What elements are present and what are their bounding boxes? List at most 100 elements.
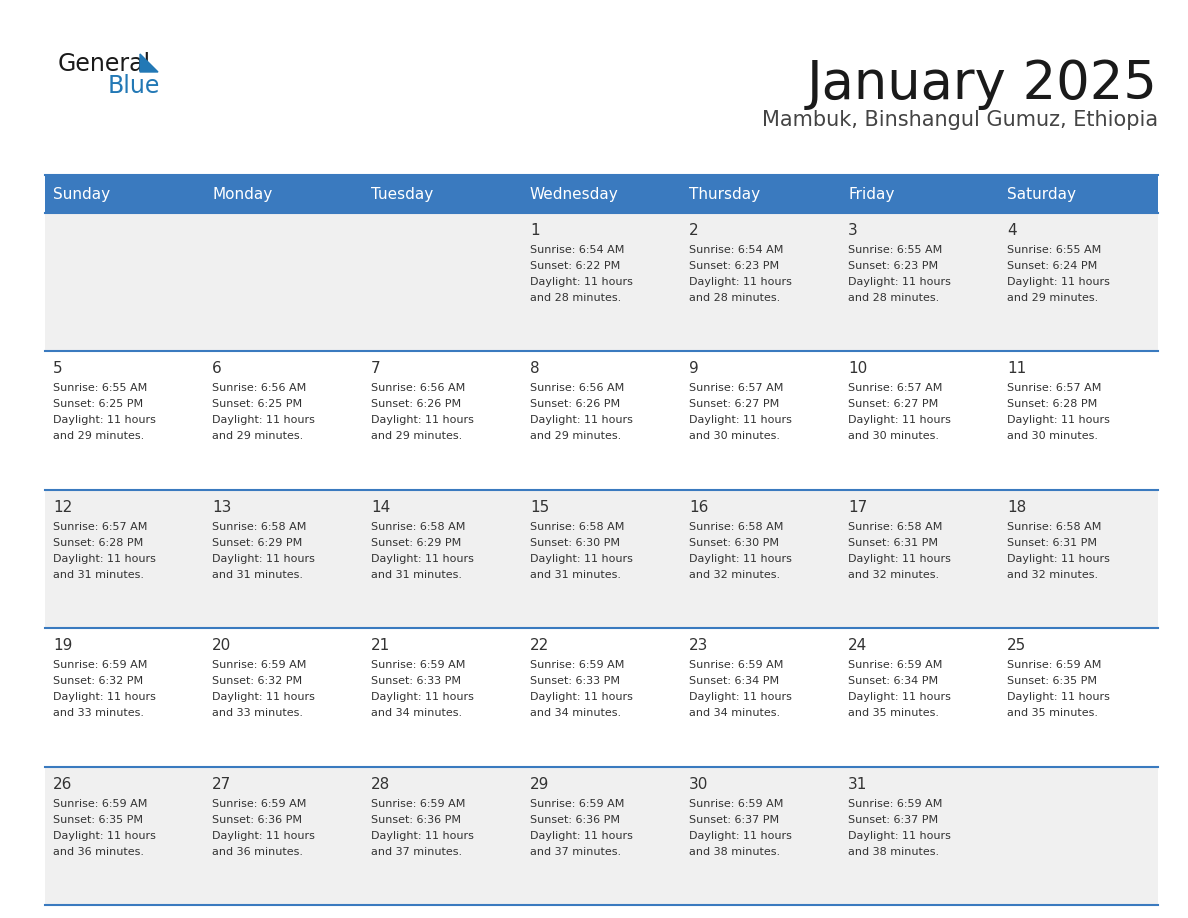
Text: Tuesday: Tuesday (371, 186, 434, 201)
Text: Sunrise: 6:59 AM: Sunrise: 6:59 AM (53, 799, 147, 809)
Text: and 30 minutes.: and 30 minutes. (689, 431, 781, 442)
Text: Sunset: 6:23 PM: Sunset: 6:23 PM (848, 261, 939, 271)
Text: and 36 minutes.: and 36 minutes. (53, 846, 144, 856)
Text: Sunset: 6:27 PM: Sunset: 6:27 PM (689, 399, 779, 409)
Bar (522, 175, 681, 213)
Text: Sunset: 6:30 PM: Sunset: 6:30 PM (530, 538, 620, 548)
Text: and 31 minutes.: and 31 minutes. (530, 570, 621, 580)
Text: Sunset: 6:29 PM: Sunset: 6:29 PM (371, 538, 461, 548)
Text: Sunset: 6:29 PM: Sunset: 6:29 PM (211, 538, 302, 548)
Text: 31: 31 (848, 777, 867, 791)
Text: Daylight: 11 hours: Daylight: 11 hours (371, 692, 474, 702)
Text: Sunrise: 6:55 AM: Sunrise: 6:55 AM (53, 384, 147, 394)
Text: Sunrise: 6:55 AM: Sunrise: 6:55 AM (1007, 245, 1101, 255)
Text: 4: 4 (1007, 223, 1017, 238)
Text: 9: 9 (689, 362, 699, 376)
Text: and 35 minutes.: and 35 minutes. (848, 708, 939, 718)
Text: 18: 18 (1007, 499, 1026, 515)
Text: Daylight: 11 hours: Daylight: 11 hours (848, 831, 950, 841)
Text: Sunrise: 6:59 AM: Sunrise: 6:59 AM (530, 799, 625, 809)
Bar (681, 175, 840, 213)
Text: 14: 14 (371, 499, 390, 515)
Text: Sunset: 6:36 PM: Sunset: 6:36 PM (371, 814, 461, 824)
Text: Mambuk, Binshangul Gumuz, Ethiopia: Mambuk, Binshangul Gumuz, Ethiopia (762, 110, 1158, 130)
Text: 23: 23 (689, 638, 708, 654)
Text: and 34 minutes.: and 34 minutes. (371, 708, 462, 718)
Text: Daylight: 11 hours: Daylight: 11 hours (530, 831, 633, 841)
Text: Saturday: Saturday (1007, 186, 1076, 201)
Text: 12: 12 (53, 499, 72, 515)
Text: Daylight: 11 hours: Daylight: 11 hours (1007, 692, 1110, 702)
Text: January 2025: January 2025 (807, 58, 1158, 110)
Text: 29: 29 (530, 777, 549, 791)
Text: 13: 13 (211, 499, 232, 515)
Text: 20: 20 (211, 638, 232, 654)
Text: 2: 2 (689, 223, 699, 238)
Text: Sunset: 6:34 PM: Sunset: 6:34 PM (689, 677, 779, 686)
Text: General: General (58, 52, 151, 76)
Text: Sunset: 6:35 PM: Sunset: 6:35 PM (53, 814, 143, 824)
Text: Sunrise: 6:58 AM: Sunrise: 6:58 AM (1007, 521, 1101, 532)
Text: Sunset: 6:32 PM: Sunset: 6:32 PM (211, 677, 302, 686)
Text: Daylight: 11 hours: Daylight: 11 hours (371, 831, 474, 841)
Text: Daylight: 11 hours: Daylight: 11 hours (371, 416, 474, 425)
Text: Sunset: 6:24 PM: Sunset: 6:24 PM (1007, 261, 1098, 271)
Text: Sunset: 6:23 PM: Sunset: 6:23 PM (689, 261, 779, 271)
Text: and 29 minutes.: and 29 minutes. (530, 431, 621, 442)
Text: 30: 30 (689, 777, 708, 791)
Text: Sunset: 6:22 PM: Sunset: 6:22 PM (530, 261, 620, 271)
Text: and 32 minutes.: and 32 minutes. (848, 570, 940, 580)
Text: and 29 minutes.: and 29 minutes. (1007, 293, 1098, 303)
Text: Daylight: 11 hours: Daylight: 11 hours (689, 416, 792, 425)
Text: Daylight: 11 hours: Daylight: 11 hours (53, 554, 156, 564)
Text: Daylight: 11 hours: Daylight: 11 hours (848, 277, 950, 287)
Text: and 29 minutes.: and 29 minutes. (211, 431, 303, 442)
Text: Daylight: 11 hours: Daylight: 11 hours (689, 692, 792, 702)
Text: Sunrise: 6:58 AM: Sunrise: 6:58 AM (689, 521, 783, 532)
Text: Daylight: 11 hours: Daylight: 11 hours (211, 554, 315, 564)
Text: Daylight: 11 hours: Daylight: 11 hours (211, 416, 315, 425)
Text: 19: 19 (53, 638, 72, 654)
Text: Daylight: 11 hours: Daylight: 11 hours (371, 554, 474, 564)
Text: 8: 8 (530, 362, 539, 376)
Text: and 34 minutes.: and 34 minutes. (689, 708, 781, 718)
Text: Sunrise: 6:59 AM: Sunrise: 6:59 AM (848, 799, 942, 809)
Text: and 34 minutes.: and 34 minutes. (530, 708, 621, 718)
Text: Daylight: 11 hours: Daylight: 11 hours (530, 277, 633, 287)
Bar (364, 175, 522, 213)
Text: Sunrise: 6:59 AM: Sunrise: 6:59 AM (371, 799, 466, 809)
Text: Daylight: 11 hours: Daylight: 11 hours (530, 692, 633, 702)
Text: Sunset: 6:37 PM: Sunset: 6:37 PM (848, 814, 939, 824)
Text: and 38 minutes.: and 38 minutes. (848, 846, 940, 856)
Text: Daylight: 11 hours: Daylight: 11 hours (53, 692, 156, 702)
Text: Sunrise: 6:58 AM: Sunrise: 6:58 AM (211, 521, 307, 532)
Text: 17: 17 (848, 499, 867, 515)
Text: 25: 25 (1007, 638, 1026, 654)
Text: Sunset: 6:35 PM: Sunset: 6:35 PM (1007, 677, 1097, 686)
Text: 10: 10 (848, 362, 867, 376)
Text: Sunset: 6:25 PM: Sunset: 6:25 PM (211, 399, 302, 409)
Text: Sunrise: 6:57 AM: Sunrise: 6:57 AM (689, 384, 783, 394)
Text: and 32 minutes.: and 32 minutes. (1007, 570, 1098, 580)
Text: Sunrise: 6:58 AM: Sunrise: 6:58 AM (371, 521, 466, 532)
Text: Sunset: 6:31 PM: Sunset: 6:31 PM (1007, 538, 1097, 548)
Text: Sunrise: 6:59 AM: Sunrise: 6:59 AM (1007, 660, 1101, 670)
Text: and 37 minutes.: and 37 minutes. (530, 846, 621, 856)
Text: Sunrise: 6:54 AM: Sunrise: 6:54 AM (530, 245, 625, 255)
Bar (45, 628, 1158, 767)
Bar (840, 175, 999, 213)
Text: 11: 11 (1007, 362, 1026, 376)
Text: and 29 minutes.: and 29 minutes. (53, 431, 144, 442)
Text: Daylight: 11 hours: Daylight: 11 hours (530, 554, 633, 564)
Text: and 32 minutes.: and 32 minutes. (689, 570, 781, 580)
Text: Sunset: 6:33 PM: Sunset: 6:33 PM (530, 677, 620, 686)
Text: and 30 minutes.: and 30 minutes. (848, 431, 939, 442)
Text: and 38 minutes.: and 38 minutes. (689, 846, 781, 856)
Text: Sunrise: 6:59 AM: Sunrise: 6:59 AM (689, 660, 783, 670)
Text: and 31 minutes.: and 31 minutes. (371, 570, 462, 580)
Text: and 28 minutes.: and 28 minutes. (689, 293, 781, 303)
Text: Sunrise: 6:58 AM: Sunrise: 6:58 AM (530, 521, 625, 532)
Text: Daylight: 11 hours: Daylight: 11 hours (689, 554, 792, 564)
Text: Daylight: 11 hours: Daylight: 11 hours (1007, 416, 1110, 425)
Text: Sunrise: 6:56 AM: Sunrise: 6:56 AM (371, 384, 466, 394)
